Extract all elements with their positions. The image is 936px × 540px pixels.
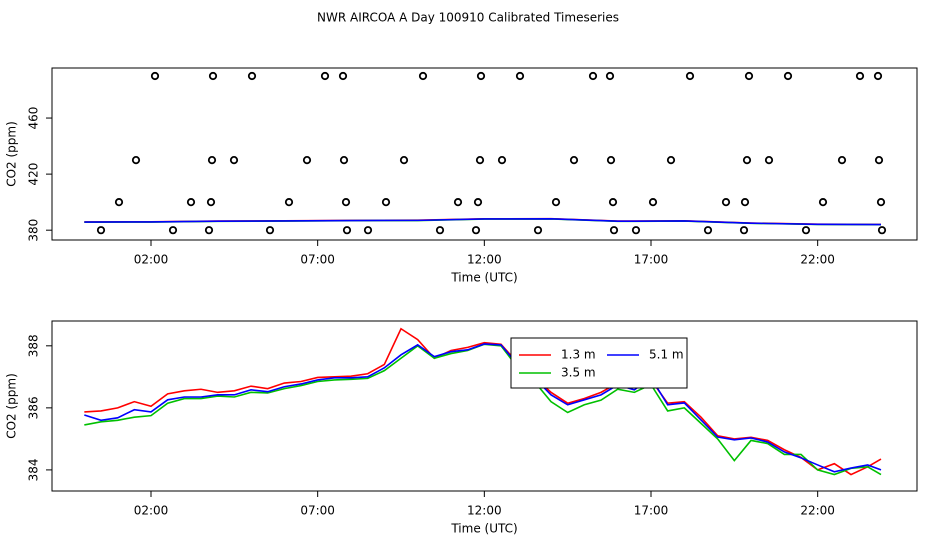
scatter-point [471,226,481,235]
scatter-point [207,155,217,165]
scatter-point [399,155,409,165]
scatter-point [453,198,463,207]
y-tick-label: 380 [27,219,41,242]
scatter-point [764,155,774,165]
scatter-point [877,226,887,235]
scatter-point [114,198,124,207]
scatter-point [876,198,886,207]
scatter-point [302,155,312,165]
scatter-point [435,226,445,235]
x-axis-label: Time (UTC) [450,271,517,285]
scatter-point [265,226,275,235]
y-tick-label: 386 [27,396,41,419]
scatter-point [740,198,750,207]
series-line [84,218,882,226]
x-tick-label: 07:00 [300,504,335,518]
scatter-point [363,226,373,235]
y-axis-label: CO2 (ppm) [5,121,19,187]
y-tick-label: 384 [27,458,41,481]
scatter-point [588,71,598,81]
scatter-point [533,226,543,235]
scatter-point [208,71,218,81]
scatter-point [475,155,485,165]
scatter-point [186,198,196,207]
legend-box [510,337,688,389]
scatter-point [342,226,352,235]
scatter-point [418,71,428,81]
scatter-point [229,155,239,165]
scatter-point [204,226,214,235]
scatter-point [284,198,294,207]
scatter-point [631,226,641,235]
scatter-point [131,155,141,165]
scatter-point [473,198,483,207]
scatter-point [515,71,525,81]
scatter-point [206,198,216,207]
scatter-point [341,198,351,207]
x-tick-label: 02:00 [134,504,169,518]
scatter-point [744,71,754,81]
scatter-point [606,155,616,165]
legend-label: 1.3 m [561,348,596,362]
y-tick-label: 460 [27,107,41,130]
scatter-point [685,71,695,81]
scatter-point [381,198,391,207]
chart-title: NWR AIRCOA A Day 100910 Calibrated Times… [317,11,619,25]
scatter-point [742,155,752,165]
scatter-point [703,226,713,235]
legend-label: 3.5 m [561,366,596,380]
legend-label: 5.1 m [649,348,684,362]
scatter-point [666,155,676,165]
scatter-point [338,71,348,81]
x-tick-label: 17:00 [634,253,669,267]
scatter-point [648,198,658,207]
scatter-point [247,71,257,81]
scatter-point [476,71,486,81]
y-tick-label: 420 [27,163,41,186]
x-tick-label: 12:00 [467,253,502,267]
scatter-point [874,155,884,165]
scatter-point [855,71,865,81]
x-tick-label: 22:00 [800,504,835,518]
scatter-point [801,226,811,235]
scatter-point [150,71,160,81]
scatter-point [837,155,847,165]
y-axis-label: CO2 (ppm) [5,373,19,439]
scatter-point [168,226,178,235]
x-tick-label: 17:00 [634,504,669,518]
y-tick-label: 388 [27,334,41,357]
scatter-point [569,155,579,165]
x-tick-label: 12:00 [467,504,502,518]
scatter-point [783,71,793,81]
scatter-point [320,71,330,81]
scatter-point [608,198,618,207]
scatter-point [873,71,883,81]
scatter-point [818,198,828,207]
x-tick-label: 22:00 [800,253,835,267]
scatter-point [721,198,731,207]
scatter-point [339,155,349,165]
scatter-point [605,71,615,81]
scatter-point [96,226,106,235]
x-axis-label: Time (UTC) [450,522,517,536]
series-line [84,343,882,473]
x-tick-label: 02:00 [134,253,169,267]
scatter-point [497,155,507,165]
scatter-point [739,226,749,235]
scatter-point [551,198,561,207]
x-tick-label: 07:00 [300,253,335,267]
scatter-point [609,226,619,235]
